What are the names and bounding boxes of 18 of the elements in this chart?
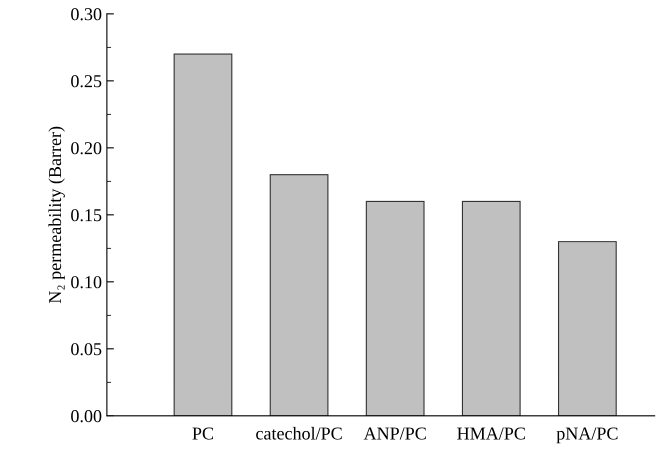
y-tick-label: 0.05 (71, 343, 102, 356)
bar (270, 174, 328, 416)
x-tick-label: ANP/PC (364, 427, 426, 440)
y-tick-label: 0.00 (71, 410, 102, 422)
bar (174, 54, 232, 416)
y-tick-label: 0.30 (71, 8, 102, 20)
y-tick-label: 0.10 (71, 276, 102, 288)
x-tick-label: PC (192, 427, 214, 440)
y-tick-label: 0.25 (71, 75, 102, 88)
y-tick-label: 0.20 (71, 142, 102, 154)
x-tick-label: catechol/PC (256, 426, 342, 440)
bar (558, 241, 617, 416)
y-axis-title: N₂ permeability (Barrer) (48, 126, 65, 304)
x-tick-label: HMA/PC (457, 427, 525, 440)
y-tick-label: 0.15 (71, 209, 102, 222)
bar (366, 200, 425, 416)
bar (462, 200, 521, 416)
x-tick-label: pNA/PC (556, 427, 618, 444)
